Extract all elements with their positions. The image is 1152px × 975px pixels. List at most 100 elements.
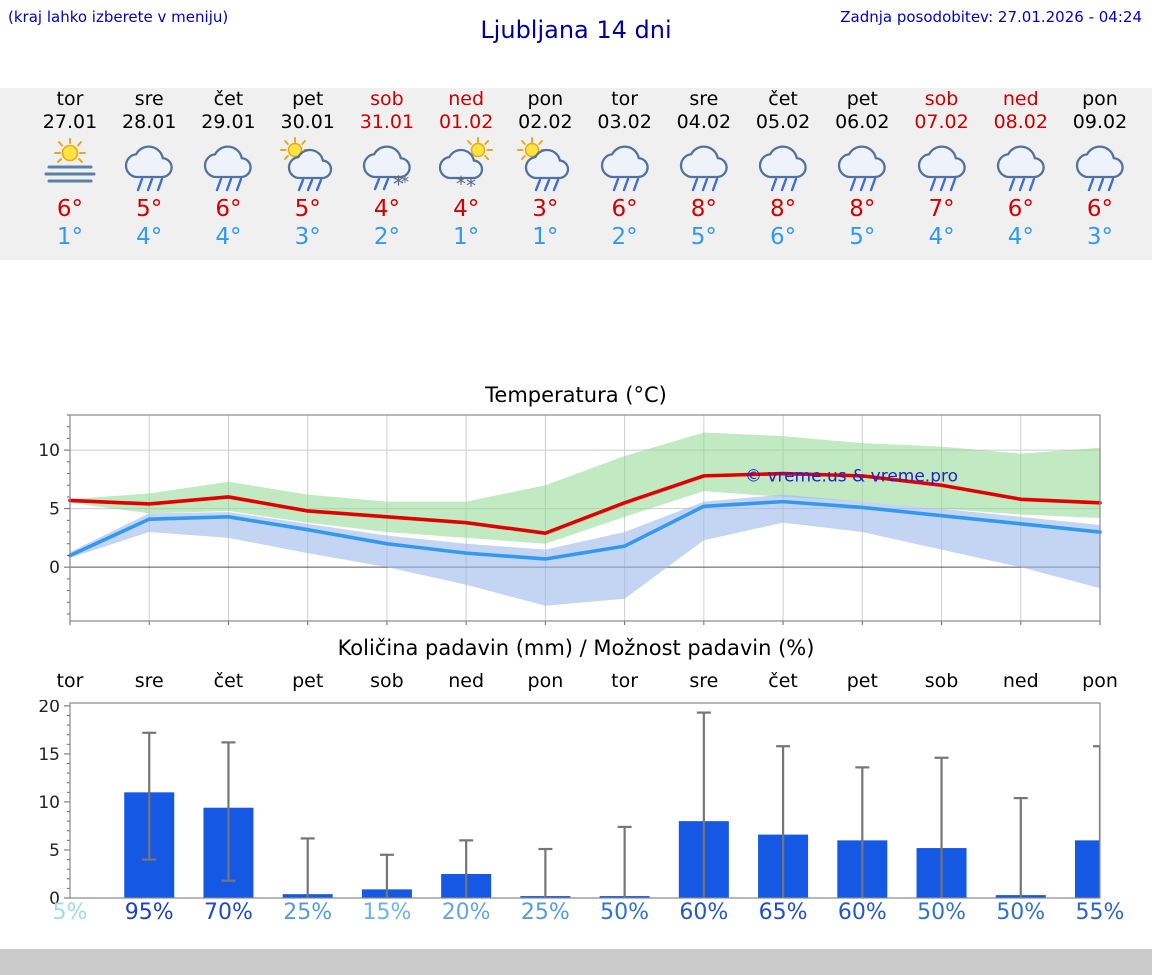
day-high-temp: 6° (56, 196, 84, 222)
precip-day-labels: tor sre čet pet sob ned pon tor sre čet pet sob ned p… (0, 670, 1152, 696)
day-high-temp: 8° (769, 196, 797, 222)
rain-icon (196, 137, 260, 193)
day-high-temp: 4° (373, 196, 400, 222)
precipitation-chart: 0 5 10 15 20 (38, 700, 1101, 906)
precip-day-label: sre (134, 670, 164, 692)
day-name: čet (768, 88, 798, 110)
rain-icon (117, 137, 181, 193)
day-name: pon (527, 88, 564, 110)
day-date: 09.02 (1072, 111, 1128, 133)
day-high-temp: 6° (611, 196, 638, 222)
day-low-temp: 1° (56, 224, 84, 250)
max-temperature-range (70, 432, 1100, 544)
rain-icon (989, 137, 1053, 193)
precip-plot (70, 711, 1100, 898)
rain-icon (830, 137, 894, 193)
day-name: tor (611, 88, 639, 110)
precip-y-tick-label: 0 (49, 889, 60, 906)
precip-day-label: pet (846, 670, 878, 692)
day-low-temp: 4° (928, 224, 955, 250)
day-low-temp: 3° (294, 224, 321, 250)
footer-bar (0, 949, 1152, 975)
sun-rain-icon (513, 137, 577, 193)
forecast-day-06.02: pet 06.02 8° 5° (823, 88, 901, 251)
rain-icon (910, 137, 974, 193)
precip-bars (70, 792, 1100, 898)
temp-y-tick-label: 10 (38, 441, 60, 461)
precip-y-tick-label: 10 (38, 793, 60, 813)
precip-error-bars (142, 711, 1100, 898)
day-date: 03.02 (597, 111, 652, 133)
day-name: sre (134, 88, 164, 110)
precip-day-label: pon (1082, 670, 1118, 692)
min-temperature-range (70, 494, 1100, 606)
day-date: 27.01 (42, 111, 98, 133)
day-date: 30.01 (280, 111, 335, 133)
temp-y-tick-label: 5 (49, 500, 60, 520)
temperature-chart: © vreme.us & vreme.pro 0 5 10 (38, 414, 1102, 625)
precip-day-label: čet (768, 670, 798, 692)
day-date: 05.02 (755, 111, 811, 133)
forecast-day-07.02: sob 07.02 7° 4° (903, 88, 981, 251)
precip-y-tick-label: 15 (38, 745, 60, 765)
sun-rain-icon (276, 137, 340, 193)
precip-day-label: sre (689, 670, 719, 692)
precip-probability: 70% (204, 900, 253, 925)
day-low-temp: 6° (769, 224, 797, 250)
day-low-temp: 4° (136, 224, 163, 250)
forecast-day-28.01: sre 28.01 5° 4° (110, 88, 188, 251)
day-high-temp: 7° (928, 196, 955, 222)
precip-probability: 60% (679, 900, 729, 925)
day-name: pon (1082, 88, 1118, 110)
precip-day-label: ned (1002, 670, 1039, 692)
day-high-temp: 6° (215, 196, 242, 222)
day-high-temp: 8° (690, 196, 717, 222)
day-date: 31.01 (359, 111, 415, 133)
precip-probability: 20% (441, 900, 491, 925)
forecast-day-29.01: čet 29.01 6° 4° (189, 88, 267, 251)
day-high-temp: 3° (532, 196, 559, 222)
precip-probability: 5% (52, 900, 88, 925)
day-high-temp: 4° (453, 196, 480, 222)
day-date: 28.01 (122, 111, 177, 133)
watermark-link[interactable]: © vreme.us & vreme.pro (745, 467, 958, 487)
sun-snow-icon (434, 137, 498, 193)
day-name: ned (448, 88, 485, 110)
min-temperature-line (68, 499, 1102, 561)
precip-probability: 60% (837, 900, 887, 925)
rain-snow-icon (355, 137, 419, 193)
precip-probability: 25% (520, 900, 570, 925)
precip-y-axis (64, 705, 70, 899)
precip-bar (1075, 840, 1100, 898)
forecast-day-30.01: pet 30.01 5° 3° (269, 88, 347, 251)
rain-icon (672, 137, 736, 193)
forecast-day-05.02: čet 05.02 8° 6° (744, 88, 822, 251)
forecast-day-02.02: pon 02.02 3° 1° (506, 88, 584, 251)
day-name: sob (924, 88, 959, 110)
precip-probability: 25% (283, 900, 333, 925)
forecast-day-03.02: tor 03.02 6° 2° (586, 88, 664, 251)
sun-fog-icon (38, 137, 102, 193)
precip-y-tick-label: 20 (38, 700, 60, 717)
precip-day-label: pon (527, 670, 564, 692)
day-low-temp: 2° (611, 224, 638, 250)
day-date: 07.02 (914, 111, 969, 133)
precip-probability: 50% (600, 900, 650, 925)
location-hint: (kraj lahko izberete v meniju) (8, 8, 229, 26)
day-low-temp: 2° (373, 224, 400, 250)
day-low-temp: 3° (1086, 224, 1114, 250)
day-date: 02.02 (518, 111, 573, 133)
last-updated: Zadnja posodobitev: 27.01.2026 - 04:24 (840, 8, 1142, 26)
temp-y-tick-label: 0 (49, 558, 60, 578)
rain-icon (1068, 137, 1132, 193)
precip-probability-labels: 5% 95% 70% 25% 15% 20% 25% 50% 60% 65% 60% 50% 50% 55… (0, 900, 1152, 926)
precip-day-label: tor (611, 670, 639, 692)
precip-y-tick-label: 5 (49, 841, 60, 861)
precip-day-label: sob (370, 670, 404, 692)
day-name: tor (56, 88, 84, 110)
precip-probability: 65% (758, 900, 808, 925)
day-date: 06.02 (835, 111, 890, 133)
forecast-strip: tor 27.01 6° 1° sre 28.01 5° 4° čet 29.01 6° 4° pet 3… (0, 88, 1152, 260)
rain-icon (751, 137, 815, 193)
